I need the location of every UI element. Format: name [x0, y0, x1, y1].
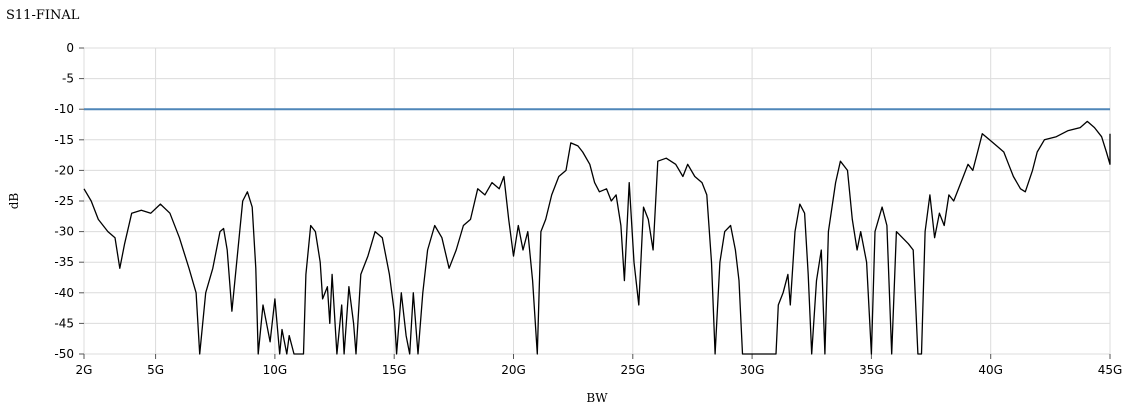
y-tick-label: -50: [54, 347, 74, 361]
x-axis-ticks: 2G 5G 10G 15G 20G 25G 30G 35G 40G 45G: [76, 354, 1123, 377]
y-tick-label: -30: [54, 225, 74, 239]
x-tick-label: 45G: [1098, 363, 1123, 377]
y-axis-label: dB: [7, 193, 21, 210]
x-tick-label: 25G: [621, 363, 646, 377]
y-tick-label: -20: [54, 163, 74, 177]
x-tick-label: 40G: [978, 363, 1003, 377]
y-tick-label: -25: [54, 194, 74, 208]
x-tick-label: 2G: [76, 363, 93, 377]
chart-title: S11-FINAL: [6, 8, 80, 23]
x-tick-label: 15G: [382, 363, 407, 377]
y-tick-label: -40: [54, 286, 74, 300]
y-tick-label: -5: [62, 72, 74, 86]
x-tick-label: 5G: [147, 363, 164, 377]
y-axis-ticks: 0 -5 -10 -15 -20 -25 -30 -35 -40 -45 -50: [54, 41, 84, 361]
x-tick-label: 35G: [859, 363, 884, 377]
y-tick-label: -15: [54, 133, 74, 147]
y-tick-label: -45: [54, 316, 74, 330]
y-tick-label: -35: [54, 255, 74, 269]
x-tick-label: 30G: [740, 363, 765, 377]
y-tick-label: 0: [66, 41, 74, 55]
x-tick-label: 20G: [501, 363, 526, 377]
x-tick-label: 10G: [263, 363, 288, 377]
s11-series-line: [83, 120, 1111, 355]
x-axis-label: BW: [586, 391, 608, 405]
y-tick-label: -10: [54, 102, 74, 116]
grid: [83, 47, 1111, 355]
